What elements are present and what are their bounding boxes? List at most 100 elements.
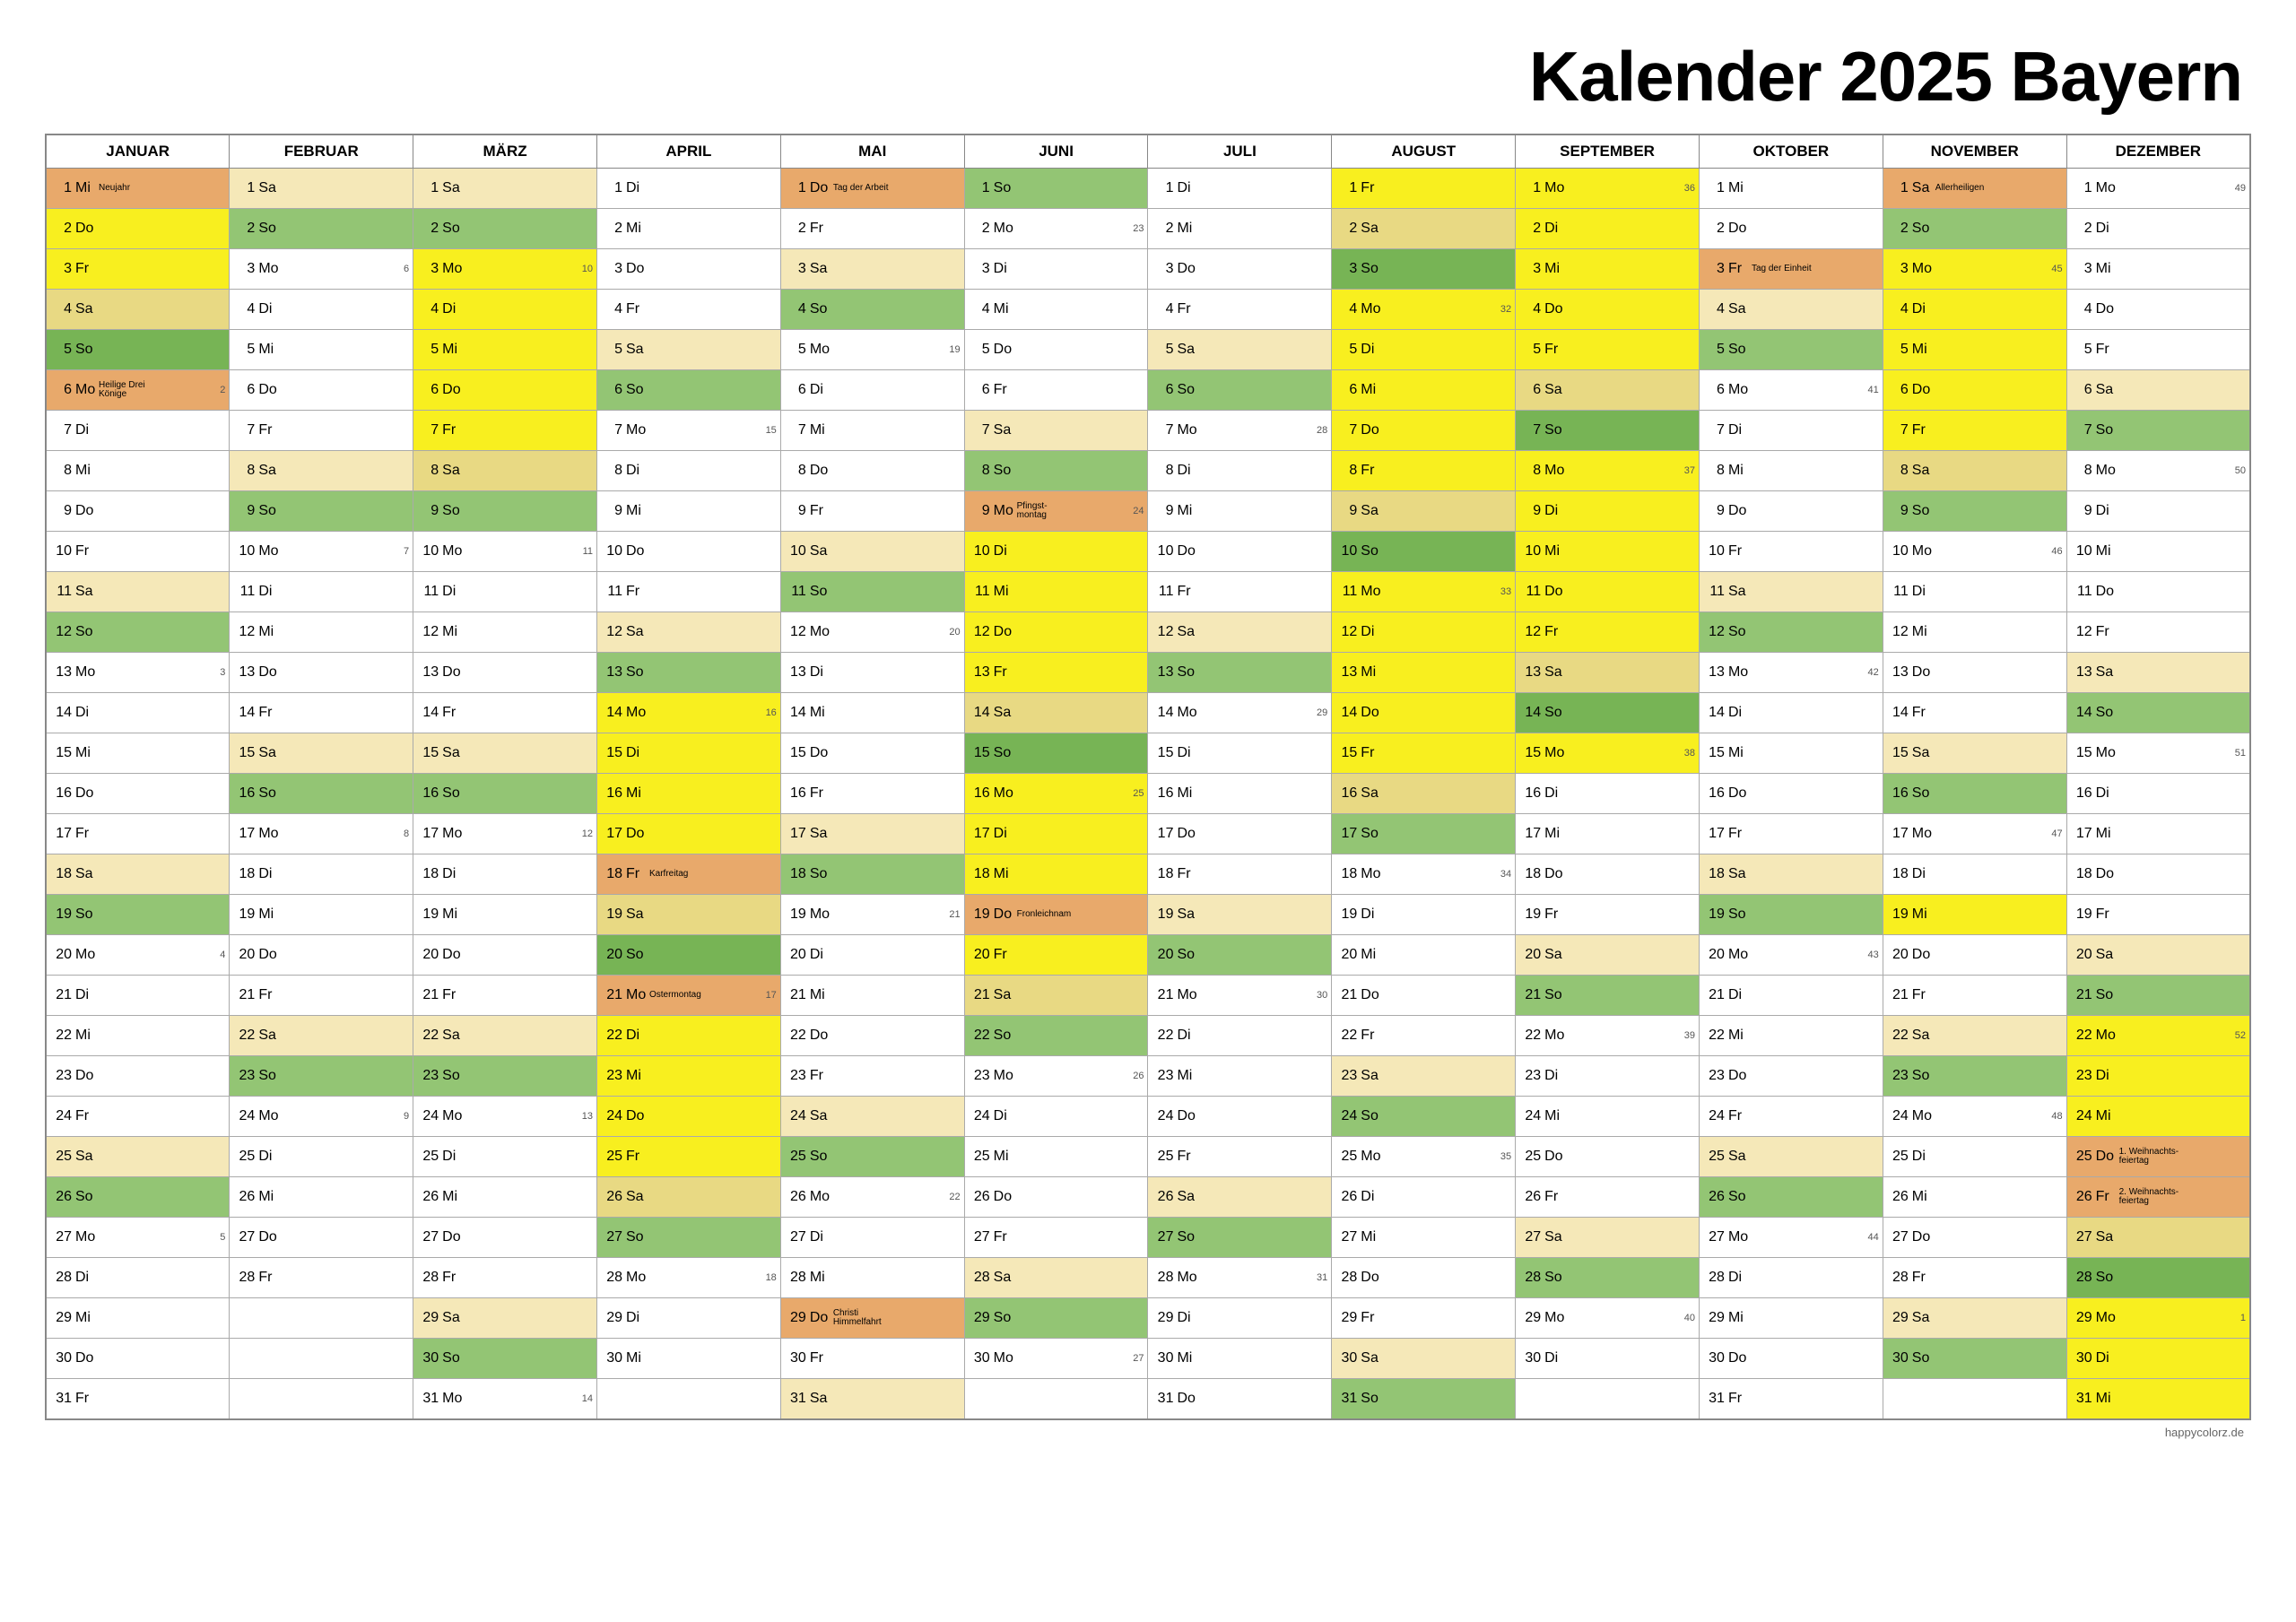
day-cell: 3Mi (2066, 249, 2250, 290)
day-cell: 3Fr (46, 249, 230, 290)
day-number: 26 (1521, 1189, 1541, 1205)
day-cell: 29Di (1148, 1298, 1332, 1339)
holiday-label: Pfingst- montag (1017, 502, 1080, 521)
calendar-table: JANUARFEBRUARMÄRZAPRILMAIJUNIJULIAUGUSTS… (45, 134, 2251, 1420)
day-of-week: Do (626, 1108, 649, 1124)
day-number: 19 (1153, 906, 1173, 923)
day-of-week: Mo (1177, 987, 1200, 1003)
day-of-week: Di (994, 261, 1017, 277)
day-of-week: Do (994, 906, 1017, 923)
day-cell: 4Fr (1148, 290, 1332, 330)
day-cell: 20Sa (1516, 935, 1700, 976)
day-cell: 17Mo12 (413, 814, 597, 854)
day-of-week: Do (442, 947, 465, 963)
day-of-week: Di (994, 543, 1017, 559)
day-number: 5 (603, 342, 622, 358)
day-of-week: Di (1177, 1310, 1200, 1326)
day-number: 5 (419, 342, 439, 358)
day-of-week: Mi (258, 1189, 282, 1205)
day-number: 3 (1889, 261, 1909, 277)
day-number: 28 (787, 1270, 806, 1286)
day-number: 30 (787, 1350, 806, 1366)
day-of-week: Sa (994, 422, 1017, 438)
day-of-week: Fr (1728, 543, 1752, 559)
day-of-week: Mi (994, 584, 1017, 600)
day-cell: 30So (1883, 1339, 2066, 1379)
day-number: 23 (1521, 1068, 1541, 1084)
week-number: 16 (766, 707, 777, 718)
day-number: 12 (970, 624, 990, 640)
day-cell: 10Di (964, 532, 1148, 572)
day-cell: 6MoHeilige Drei Könige2 (46, 370, 230, 411)
day-cell: 28Do (1332, 1258, 1516, 1298)
day-number: 11 (419, 584, 439, 600)
week-number: 38 (1684, 748, 1695, 759)
day-number: 14 (787, 705, 806, 721)
day-of-week: Di (1912, 1149, 1935, 1165)
day-cell: 20Mo43 (1699, 935, 1883, 976)
day-number: 14 (235, 705, 255, 721)
day-number: 25 (52, 1149, 72, 1165)
day-of-week: Mo (442, 261, 465, 277)
week-number: 48 (2051, 1111, 2062, 1122)
day-cell: 5Di (1332, 330, 1516, 370)
day-number: 7 (787, 422, 806, 438)
day-cell: 3Di (964, 249, 1148, 290)
day-of-week: Di (2096, 1068, 2119, 1084)
day-number: 10 (2073, 543, 2092, 559)
day-cell: 5Do (964, 330, 1148, 370)
day-cell: 4Sa (1699, 290, 1883, 330)
day-of-week: Di (810, 947, 833, 963)
day-number: 12 (1153, 624, 1173, 640)
day-cell: 22Sa (230, 1016, 413, 1056)
day-cell (964, 1379, 1148, 1419)
day-cell: 25Mi (964, 1137, 1148, 1177)
day-number: 30 (1705, 1350, 1725, 1366)
day-of-week: So (1912, 221, 1935, 237)
day-of-week: Do (1728, 1350, 1752, 1366)
day-of-week: Di (1544, 1350, 1568, 1366)
day-of-week: So (258, 1068, 282, 1084)
day-cell: 4Di (230, 290, 413, 330)
day-number: 28 (1889, 1270, 1909, 1286)
week-number: 50 (2235, 465, 2246, 476)
day-cell: 23Mo26 (964, 1056, 1148, 1097)
day-cell: 6Sa (2066, 370, 2250, 411)
day-of-week: Sa (810, 543, 833, 559)
day-cell: 24Sa (780, 1097, 964, 1137)
day-number: 11 (787, 584, 806, 600)
day-cell: 24Do (1148, 1097, 1332, 1137)
day-number: 21 (970, 987, 990, 1003)
day-of-week: Di (442, 1149, 465, 1165)
day-number: 17 (603, 826, 622, 842)
day-of-week: Fr (75, 261, 99, 277)
day-of-week: Fr (1177, 301, 1200, 317)
day-cell: 31Do (1148, 1379, 1332, 1419)
day-cell: 12Sa (1148, 612, 1332, 653)
day-number: 17 (1705, 826, 1725, 842)
day-number: 7 (970, 422, 990, 438)
day-cell: 4So (780, 290, 964, 330)
day-of-week: Do (442, 1229, 465, 1245)
day-of-week: Sa (1361, 1068, 1384, 1084)
day-cell: 1Sa (413, 169, 597, 209)
day-cell: 14Mo29 (1148, 693, 1332, 733)
week-number: 17 (766, 990, 777, 1001)
day-number: 27 (1337, 1229, 1357, 1245)
day-of-week: Di (1177, 463, 1200, 479)
day-cell: 9So (1883, 491, 2066, 532)
day-number: 3 (603, 261, 622, 277)
day-number: 17 (2073, 826, 2092, 842)
day-of-week: Fr (1728, 261, 1752, 277)
day-cell: 4Di (413, 290, 597, 330)
day-of-week: Sa (75, 584, 99, 600)
day-of-week: Di (1361, 1189, 1384, 1205)
day-cell: 14Fr (230, 693, 413, 733)
day-number: 8 (1153, 463, 1173, 479)
day-cell: 16So (230, 774, 413, 814)
day-of-week: Fr (1177, 584, 1200, 600)
day-cell: 12Mo20 (780, 612, 964, 653)
week-number: 12 (582, 828, 593, 839)
day-cell: 31Mo14 (413, 1379, 597, 1419)
day-cell: 10Mi (2066, 532, 2250, 572)
